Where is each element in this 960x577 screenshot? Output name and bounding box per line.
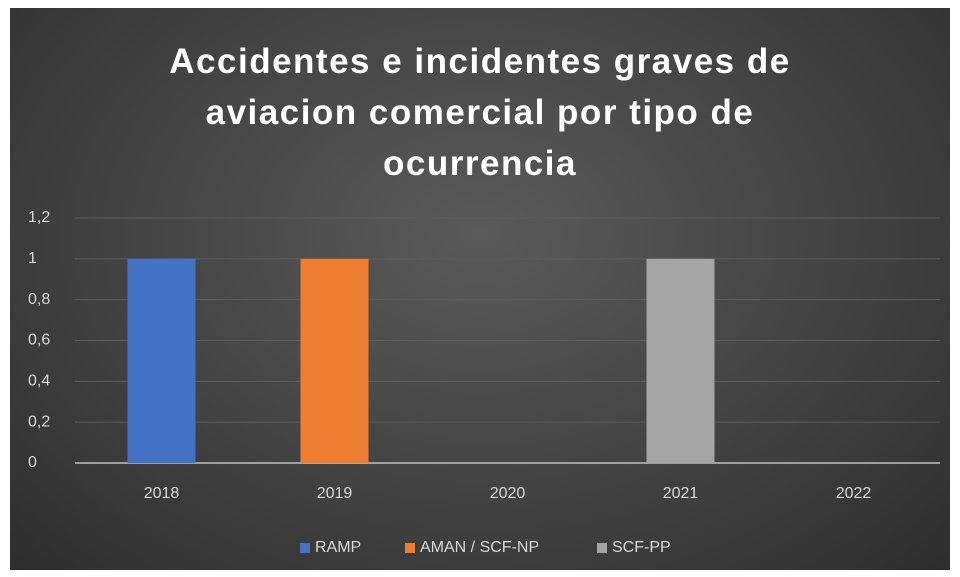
y-tick-label: 0,2 [28,413,50,430]
bar [127,258,196,463]
y-tick-label: 1 [28,250,37,267]
legend-label: AMAN / SCF-NP [420,539,539,556]
y-tick-label: 0,6 [28,332,50,349]
y-tick-label: 1,2 [28,209,50,226]
legend-label: SCF-PP [612,539,671,556]
x-tick-label: 2021 [663,485,699,502]
x-tick-label: 2022 [836,485,872,502]
y-tick-label: 0,8 [28,291,50,308]
y-tick-label: 0 [28,454,37,471]
x-tick-label: 2020 [490,485,526,502]
bar [646,258,715,463]
x-tick-label: 2018 [144,485,180,502]
chart-title: Accidentes e incidentes graves de aviaci… [169,42,791,183]
legend-swatch [300,543,310,553]
x-tick-label: 2019 [317,485,353,502]
legend-swatch [597,543,607,553]
y-tick-label: 0,4 [28,373,50,390]
legend-label: RAMP [315,539,361,556]
legend-swatch [405,543,415,553]
bar [300,258,369,463]
